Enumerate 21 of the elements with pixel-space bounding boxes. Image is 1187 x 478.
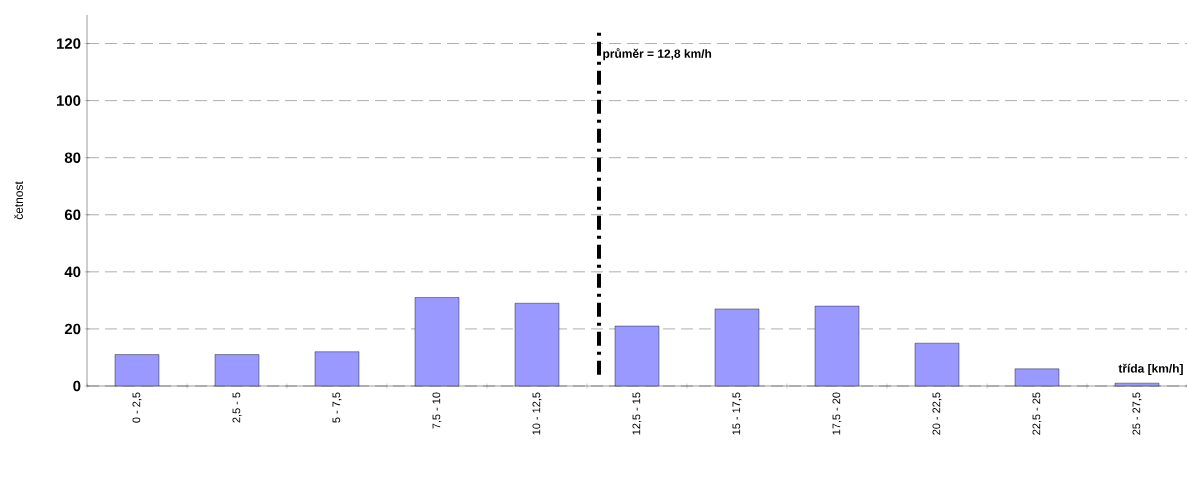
ref-line-label: průměr = 12,8 km/h [603,48,712,61]
y-tick-label: 120 [56,38,81,49]
y-tick-label: 100 [56,95,81,106]
x-tick-label: 17,5 - 20 [832,392,842,435]
y-tick-label: 0 [73,380,81,392]
x-axis-title: třída [km/h] [1118,363,1183,376]
y-tick-label: 20 [64,323,81,335]
x-tick-label: 10 - 12,5 [532,392,542,435]
x-tick-label: 7,5 - 10 [432,392,442,429]
x-tick-label: 20 - 22,5 [932,392,942,435]
x-tick-label: 25 - 27,5 [1132,392,1142,435]
x-tick-label: 22,5 - 25 [1032,392,1042,435]
x-tick-label: 15 - 17,5 [732,392,742,435]
x-tick-label: 5 - 7,5 [332,392,342,423]
x-tick-label: 0 - 2,5 [132,392,142,423]
y-tick-label: 40 [64,266,81,278]
y-tick-label: 80 [64,152,81,163]
x-tick-label: 12,5 - 15 [632,392,642,435]
y-axis-title: četnost [14,181,23,220]
y-tick-label: 60 [64,209,81,221]
x-tick-label: 2,5 - 5 [232,392,242,423]
